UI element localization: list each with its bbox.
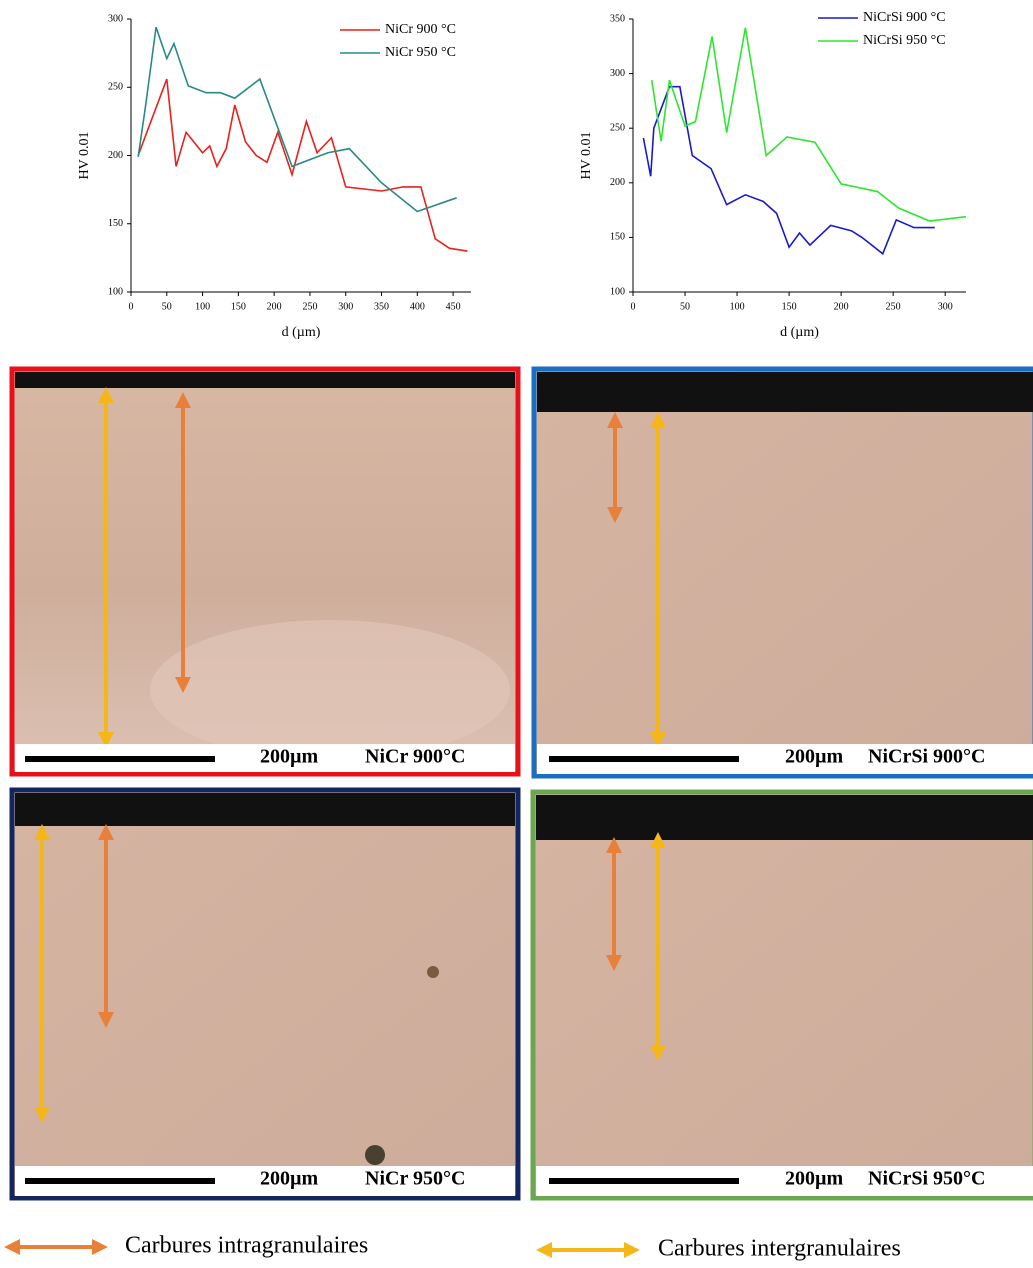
x-tick-label: 450 xyxy=(446,301,461,312)
y-tick-label: 250 xyxy=(108,82,123,93)
y-tick-label: 100 xyxy=(108,286,123,297)
scale-label: 200µm xyxy=(260,746,319,768)
legend-label: NiCr 900 °C xyxy=(385,22,456,37)
scale-label: 200µm xyxy=(785,1168,844,1190)
y-tick-label: 250 xyxy=(610,122,625,133)
y-tick-label: 150 xyxy=(108,218,123,229)
micrograph: 200µm NiCr 900°C xyxy=(9,366,521,777)
y-tick-label: 150 xyxy=(610,232,625,243)
y-tick-label: 100 xyxy=(610,286,625,297)
x-tick-label: 50 xyxy=(680,301,690,312)
panel-label: NiCr 900°C xyxy=(365,746,465,768)
micrograph: 200µm NiCr 950°C xyxy=(9,787,521,1201)
x-tick-label: 400 xyxy=(410,301,425,312)
x-tick-label: 100 xyxy=(195,301,210,312)
legend-label: NiCrSi 950 °C xyxy=(863,33,946,48)
x-tick-label: 200 xyxy=(834,301,849,312)
data-line xyxy=(137,26,457,213)
x-tick-label: 0 xyxy=(129,301,134,312)
data-line xyxy=(650,27,967,222)
surface xyxy=(15,372,515,388)
x-tick-label: 150 xyxy=(782,301,797,312)
x-axis-label: d (µm) xyxy=(780,325,819,340)
panel-frame xyxy=(531,366,1033,779)
panel-frame xyxy=(530,789,1033,1201)
legend-label: NiCr 950 °C xyxy=(385,45,456,60)
legend-label: Carbures intergranulaires xyxy=(658,1236,901,1262)
x-tick-label: 100 xyxy=(730,301,745,312)
y-tick-label: 300 xyxy=(108,13,123,24)
data-line xyxy=(137,78,468,252)
x-tick-label: 150 xyxy=(231,301,246,312)
scale-label: 200µm xyxy=(785,746,844,768)
x-tick-label: 250 xyxy=(886,301,901,312)
legend-label: NiCrSi 900 °C xyxy=(863,10,946,25)
y-axis-label: HV 0.01 xyxy=(579,132,594,180)
panel-frame xyxy=(9,787,521,1201)
micrograph: 200µm NiCrSi 900°C xyxy=(531,366,1033,779)
y-tick-label: 200 xyxy=(610,177,625,188)
x-tick-label: 0 xyxy=(631,301,636,312)
y-tick-label: 200 xyxy=(108,150,123,161)
data-line xyxy=(642,85,935,256)
x-tick-label: 200 xyxy=(267,301,282,312)
x-axis-label: d (µm) xyxy=(282,325,321,340)
y-tick-label: 300 xyxy=(610,68,625,79)
panel-label: NiCrSi 900°C xyxy=(868,746,985,768)
x-tick-label: 300 xyxy=(938,301,953,312)
x-tick-label: 350 xyxy=(374,301,389,312)
panel-label: NiCrSi 950°C xyxy=(868,1168,985,1190)
panel-label: NiCr 950°C xyxy=(365,1168,465,1190)
micrograph: 200µm NiCrSi 950°C xyxy=(530,789,1033,1201)
scale-label: 200µm xyxy=(260,1168,319,1190)
x-tick-label: 50 xyxy=(162,301,172,312)
x-tick-label: 300 xyxy=(338,301,353,312)
y-tick-label: 350 xyxy=(610,13,625,24)
x-tick-label: 250 xyxy=(302,301,317,312)
y-axis-label: HV 0.01 xyxy=(77,132,92,180)
legend-label: Carbures intragranulaires xyxy=(125,1233,368,1259)
